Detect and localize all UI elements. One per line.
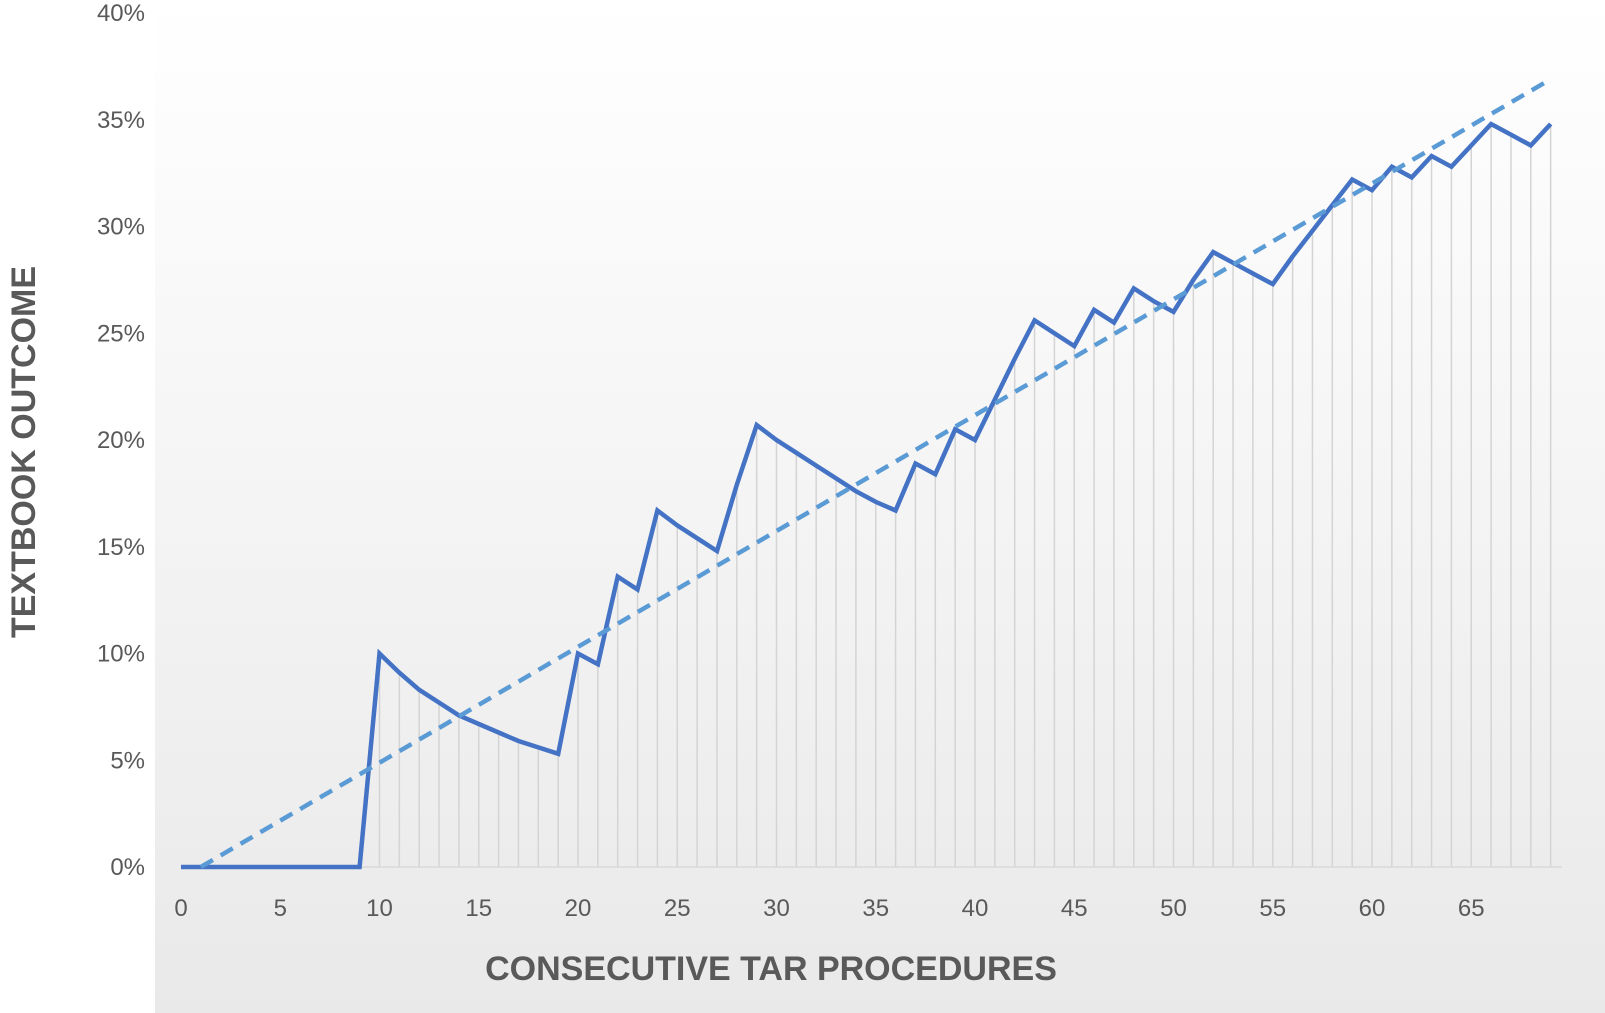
y-tick-label: 0% — [110, 854, 145, 881]
x-tick-label: 30 — [763, 895, 790, 922]
x-tick-label: 25 — [664, 895, 691, 922]
x-tick-label: 45 — [1061, 895, 1088, 922]
y-tick-label: 5% — [110, 747, 145, 774]
x-tick-label: 10 — [366, 895, 393, 922]
series-group — [181, 77, 1553, 870]
x-tick-label: 60 — [1359, 895, 1386, 922]
x-tick-label: 40 — [962, 895, 989, 922]
x-axis-title: CONSECUTIVE TAR PROCEDURES — [485, 950, 1057, 988]
y-tick-label: 30% — [97, 214, 145, 241]
x-tick-label: 65 — [1458, 895, 1485, 922]
y-tick-label: 40% — [97, 0, 145, 27]
x-tick-label: 35 — [862, 895, 889, 922]
y-tick-label: 25% — [97, 320, 145, 347]
x-tick-label: 0 — [174, 895, 187, 922]
y-tick-label: 20% — [97, 427, 145, 454]
drop-lines — [378, 124, 1552, 867]
y-tick-label: 35% — [97, 107, 145, 134]
x-axis-ticks: 0 5 10 15 20 25 30 35 40 45 50 55 60 65 — [174, 895, 1484, 922]
x-tick-label: 5 — [274, 895, 287, 922]
plot-background — [155, 0, 1605, 1013]
y-axis-ticks: 0% 5% 10% 15% 20% 25% 30% 35% 40% — [97, 0, 145, 881]
x-tick-label: 20 — [565, 895, 592, 922]
trend-line — [199, 77, 1552, 869]
y-axis-title: TEXTBOOK OUTCOME — [5, 266, 43, 638]
x-tick-label: 55 — [1259, 895, 1286, 922]
y-tick-label: 15% — [97, 534, 145, 561]
x-tick-label: 15 — [465, 895, 492, 922]
series-line — [181, 121, 1553, 870]
y-tick-label: 10% — [97, 641, 145, 668]
x-tick-label: 50 — [1160, 895, 1187, 922]
